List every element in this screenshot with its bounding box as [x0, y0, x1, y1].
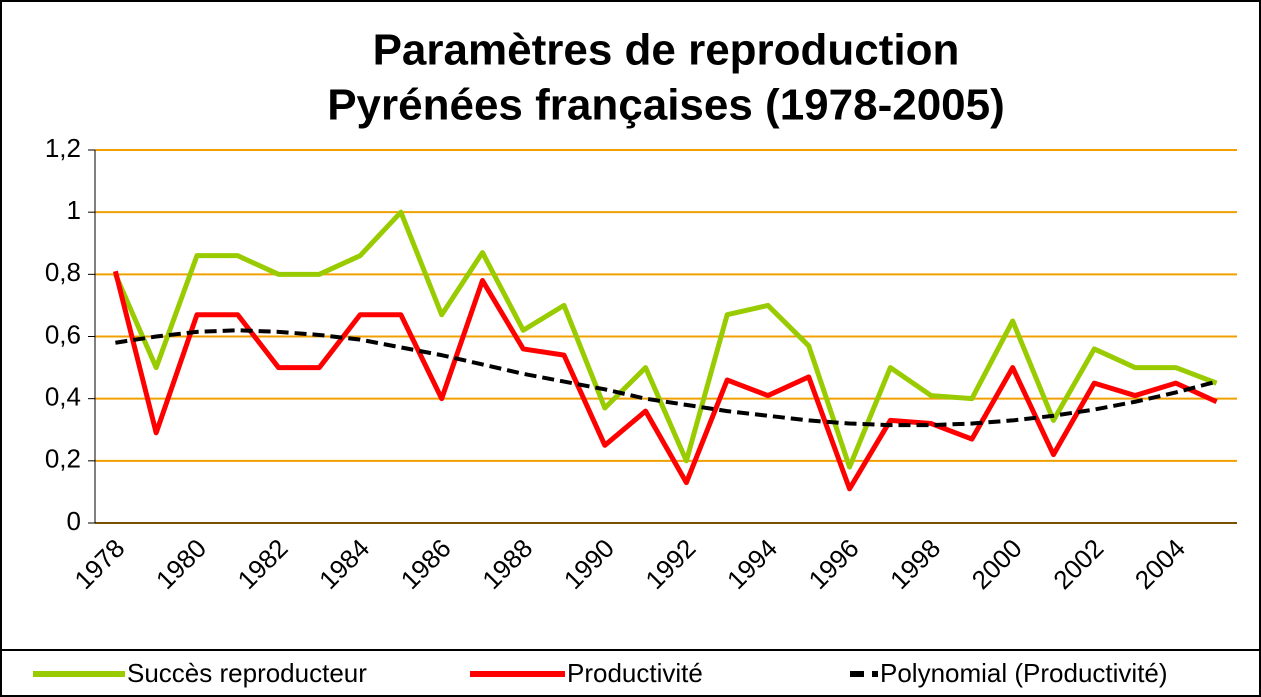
series-line	[115, 328, 1218, 428]
y-tick-label: 0,4	[45, 382, 81, 412]
legend-label: Succès reproducteur	[127, 658, 367, 688]
y-tick-label: 0,6	[45, 319, 81, 349]
chart-title: Pyrénées françaises (1978-2005)	[327, 81, 1005, 130]
series-line	[113, 209, 1218, 470]
legend-label: Productivité	[567, 658, 703, 688]
y-tick-label: 0	[67, 506, 81, 536]
y-tick-label: 0,8	[45, 257, 81, 287]
series-line	[112, 270, 1218, 492]
chart-title: Paramètres de reproduction	[373, 26, 960, 75]
y-tick-label: 0,2	[45, 444, 81, 474]
y-tick-label: 1,2	[45, 133, 81, 163]
legend-label: Polynomial (Productivité)	[880, 658, 1168, 688]
y-tick-label: 1	[67, 195, 81, 225]
